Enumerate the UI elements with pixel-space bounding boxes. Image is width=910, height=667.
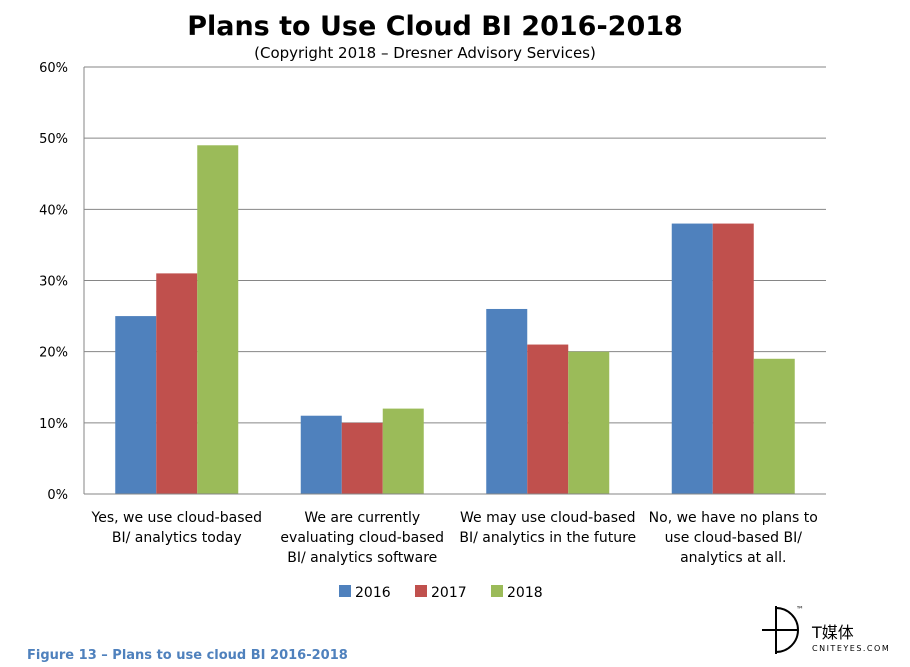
y-tick-label: 0% bbox=[47, 488, 68, 503]
bar-2018-3 bbox=[753, 358, 795, 494]
bar-2016-2 bbox=[486, 308, 528, 494]
x-axis-categories: Yes, we use cloud-based BI/ analytics tod… bbox=[91, 510, 818, 566]
bar-2017-0 bbox=[156, 273, 198, 494]
legend-item-2018: 2018 bbox=[491, 585, 543, 601]
bars bbox=[115, 145, 795, 495]
figure-caption: Figure 13 – Plans to use cloud BI 2016-2… bbox=[27, 648, 348, 663]
y-tick-label: 40% bbox=[39, 203, 68, 218]
x-category-label: We may use cloud-based BI/ analytics in t… bbox=[459, 510, 636, 546]
y-tick-label: 30% bbox=[39, 275, 68, 290]
bar-2017-2 bbox=[527, 344, 569, 494]
bar-2016-0 bbox=[115, 316, 157, 494]
legend-item-2017: 2017 bbox=[415, 585, 467, 601]
logo-site: CNITEYES.COM bbox=[812, 644, 890, 653]
legend-swatch bbox=[415, 585, 427, 597]
bar-2016-1 bbox=[300, 415, 342, 494]
axes bbox=[83, 67, 826, 495]
legend-swatch bbox=[339, 585, 351, 597]
legend-item-2016: 2016 bbox=[339, 585, 391, 601]
logo-text: T媒体 bbox=[811, 623, 854, 642]
chart-title: Plans to Use Cloud BI 2016-2018 bbox=[187, 11, 683, 42]
legend: 2016 2017 2018 bbox=[339, 585, 543, 601]
logo-trademark: ™ bbox=[796, 605, 806, 614]
bar-2017-1 bbox=[341, 422, 383, 494]
x-category-label: Yes, we use cloud-based BI/ analytics tod… bbox=[91, 510, 262, 546]
bar-2018-2 bbox=[568, 351, 610, 494]
y-axis-ticks: 0% 10% 20% 30% 40% 50% 60% bbox=[39, 61, 68, 503]
chart-subtitle: (Copyright 2018 – Dresner Advisory Servi… bbox=[254, 44, 596, 62]
y-tick-label: 50% bbox=[39, 132, 68, 147]
bar-2018-1 bbox=[382, 408, 424, 494]
x-category-label: No, we have no plans to use cloud-based B… bbox=[649, 510, 818, 566]
y-tick-label: 20% bbox=[39, 346, 68, 361]
y-tick-label: 60% bbox=[39, 61, 68, 76]
legend-label: 2016 bbox=[355, 585, 391, 601]
bar-2018-0 bbox=[197, 145, 239, 495]
bar-2016-3 bbox=[671, 223, 713, 495]
bar-2017-3 bbox=[712, 223, 754, 495]
y-tick-label: 10% bbox=[39, 417, 68, 432]
legend-swatch bbox=[491, 585, 503, 597]
legend-label: 2018 bbox=[507, 585, 543, 601]
x-category-label: We are currently evaluating cloud-based BI… bbox=[280, 510, 444, 566]
watermark-logo: ™ T媒体 CNITEYES.COM bbox=[762, 605, 890, 654]
logo-mark-icon bbox=[762, 606, 799, 654]
legend-label: 2017 bbox=[431, 585, 467, 601]
